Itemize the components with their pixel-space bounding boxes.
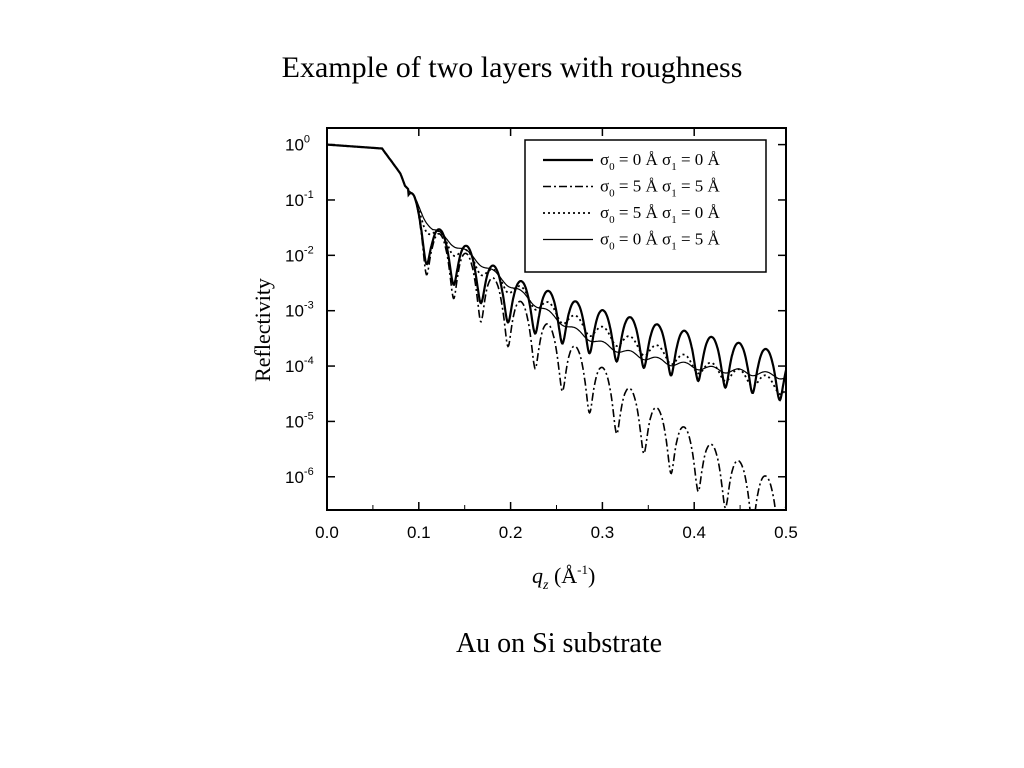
legend-entry: σ0 = 5 Å σ1 = 5 Å — [600, 177, 721, 200]
x-tick-label: 0.0 — [315, 523, 339, 542]
legend-entry-part: = 0 Å — [677, 203, 721, 222]
legend-entry-part: 1 — [671, 161, 677, 173]
legend-entry-part: 0 — [609, 241, 615, 253]
y-tick-label-exp: -6 — [304, 466, 314, 478]
x-tick-label: 0.1 — [407, 523, 431, 542]
legend-entry-part: 0 — [609, 161, 615, 173]
y-tick-label: 10-5 — [285, 410, 314, 431]
legend-entry-part: = 5 Å — [677, 230, 721, 249]
y-tick-label-exp: -3 — [304, 300, 314, 312]
x-tick-label: 0.5 — [774, 523, 798, 542]
y-tick-label-base: 10 — [285, 191, 304, 210]
legend-entry-part: = 0 Å — [615, 230, 659, 249]
y-tick-label-exp: 0 — [304, 134, 310, 146]
y-tick-label-base: 10 — [285, 357, 304, 376]
legend-entry-part: 1 — [671, 214, 677, 226]
legend-entry: σ0 = 0 Å σ1 = 0 Å — [600, 150, 721, 173]
y-tick-label: 10-6 — [285, 466, 314, 487]
legend-entry-part: σ — [600, 230, 609, 249]
legend-entry-part: σ — [600, 177, 609, 196]
legend-entry-part: 0 — [609, 214, 615, 226]
y-tick-label-exp: -2 — [304, 244, 314, 256]
y-tick-label-base: 10 — [285, 136, 304, 155]
series-line-3 — [327, 144, 786, 380]
legend-entry-part: σ — [662, 150, 671, 169]
x-axis-label-exponent: -1 — [577, 562, 588, 577]
x-tick-label: 0.2 — [499, 523, 523, 542]
x-tick-label: 0.3 — [591, 523, 615, 542]
y-tick-label: 10-2 — [285, 244, 314, 265]
legend-entry-part: 1 — [671, 188, 677, 200]
y-tick-label-exp: -4 — [304, 355, 314, 367]
slide-title: Example of two layers with roughness — [281, 51, 743, 84]
legend-entry-part: σ — [662, 177, 671, 196]
legend-entry-part: σ — [662, 230, 671, 249]
legend-entry-part: = 0 Å — [677, 150, 721, 169]
x-axis-label-unit: Å — [561, 563, 577, 588]
legend-entry-part: = 5 Å — [615, 203, 659, 222]
series-line-1 — [327, 143, 786, 510]
legend-entry-part: σ — [600, 150, 609, 169]
y-tick-label-base: 10 — [285, 412, 304, 431]
legend-entry-part: 0 — [609, 188, 615, 200]
legend-entry-part: σ — [662, 203, 671, 222]
legend-entry-part: 1 — [671, 241, 677, 253]
y-tick-label-base: 10 — [285, 302, 304, 321]
x-axis-label-unit-open: ( — [548, 563, 561, 588]
y-tick-label: 10-4 — [285, 355, 314, 376]
y-axis-label: Reflectivity — [250, 278, 275, 382]
legend-entry: σ0 = 0 Å σ1 = 5 Å — [600, 230, 721, 253]
y-tick-label-exp: -5 — [304, 410, 314, 422]
legend-entry-part: = 0 Å — [615, 150, 659, 169]
legend-entry-part: σ — [600, 203, 609, 222]
y-tick-label: 10-3 — [285, 300, 314, 321]
y-tick-label: 10-1 — [285, 189, 314, 210]
x-axis-label-unit-close: ) — [588, 563, 595, 588]
legend-entry-part: = 5 Å — [615, 177, 659, 196]
x-axis-label-symbol: q — [532, 563, 543, 588]
legend-entry: σ0 = 5 Å σ1 = 0 Å — [600, 203, 721, 226]
legend-box — [524, 139, 767, 273]
x-tick-label: 0.4 — [682, 523, 706, 542]
y-tick-label-base: 10 — [285, 246, 304, 265]
slide-caption: Au on Si substrate — [455, 628, 663, 659]
x-axis-label: qz (Å-1) — [532, 562, 595, 593]
y-tick-label-exp: -1 — [304, 189, 314, 201]
y-tick-label: 100 — [285, 134, 310, 155]
y-tick-label-base: 10 — [285, 468, 304, 487]
x-axis-label-subscript: z — [542, 578, 549, 593]
legend-entry-part: = 5 Å — [677, 177, 721, 196]
